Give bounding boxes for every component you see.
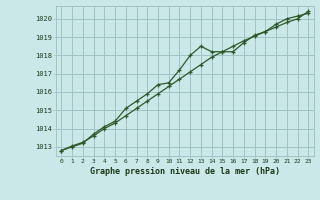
X-axis label: Graphe pression niveau de la mer (hPa): Graphe pression niveau de la mer (hPa) bbox=[90, 167, 280, 176]
